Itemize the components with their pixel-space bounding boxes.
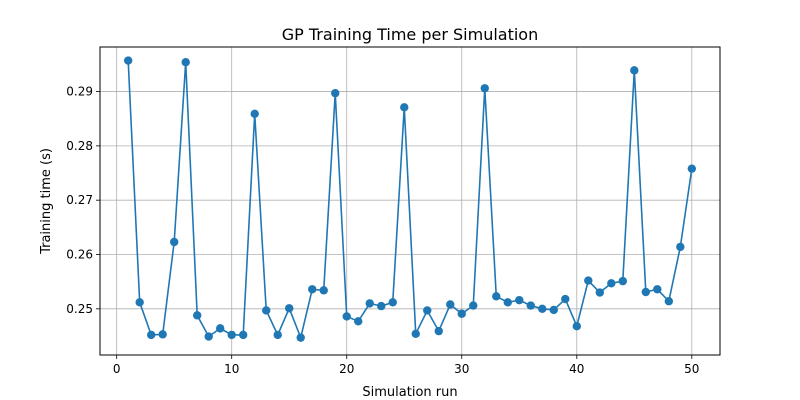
data-point [480, 84, 489, 93]
data-point [365, 299, 374, 308]
data-point [492, 292, 501, 301]
data-series [123, 56, 697, 342]
data-point [676, 242, 685, 252]
x-tick-label: 40 [569, 362, 584, 376]
data-point [457, 309, 466, 318]
data-point [204, 332, 213, 341]
data-point [595, 288, 604, 297]
data-point [296, 333, 305, 342]
plot-frame [99, 46, 721, 356]
data-point [285, 304, 294, 313]
data-point [607, 279, 616, 288]
data-point [239, 330, 248, 340]
data-point [526, 301, 535, 310]
data-point [158, 330, 167, 339]
data-point [434, 326, 443, 336]
data-point [423, 306, 432, 315]
chart-title: GP Training Time per Simulation [282, 25, 538, 44]
data-point [181, 58, 190, 67]
x-tick-label: 20 [339, 362, 354, 376]
data-point [135, 298, 144, 307]
data-point [664, 297, 674, 306]
y-tick-label: 0.25 [66, 302, 93, 316]
data-point [561, 294, 570, 304]
data-point [538, 304, 547, 314]
data-point [411, 329, 420, 339]
data-point [549, 305, 558, 315]
data-point [354, 317, 363, 326]
data-point [169, 237, 179, 247]
data-point [446, 300, 455, 309]
y-tick-label: 0.28 [66, 139, 93, 153]
data-point [653, 285, 662, 294]
y-tick-label: 0.27 [66, 193, 93, 207]
series-line [127, 60, 693, 339]
data-point [584, 276, 593, 285]
data-point [319, 286, 328, 295]
data-point [146, 330, 156, 340]
data-point [308, 285, 317, 294]
data-point [123, 56, 133, 65]
data-point [641, 287, 651, 297]
y-tick-label: 0.26 [66, 248, 93, 262]
x-tick-label: 30 [454, 362, 469, 376]
data-point [572, 322, 581, 331]
data-point [618, 276, 627, 286]
axis-ticks: 0 10 20 30 40 50 0.25 0.26 0.27 0.28 0.29 [66, 85, 699, 376]
data-point [250, 109, 259, 119]
data-point [400, 103, 409, 112]
x-axis-label: Simulation run [362, 385, 457, 400]
data-point [388, 298, 397, 307]
data-point [273, 330, 282, 340]
data-point [262, 306, 271, 315]
y-tick-label: 0.29 [66, 85, 93, 99]
data-point [503, 298, 512, 307]
data-point [342, 312, 351, 321]
data-point [193, 311, 202, 320]
data-point [469, 301, 478, 310]
data-point [227, 330, 236, 340]
data-point [515, 295, 524, 305]
data-point [687, 164, 697, 173]
data-point [331, 88, 340, 98]
grid-lines [100, 47, 720, 355]
data-point [377, 301, 386, 311]
data-point [216, 324, 225, 333]
data-point [630, 66, 639, 75]
x-tick-label: 10 [224, 362, 239, 376]
x-tick-label: 50 [684, 362, 699, 376]
x-tick-label: 0 [113, 362, 121, 376]
y-axis-label: Training time (s) [39, 148, 54, 255]
